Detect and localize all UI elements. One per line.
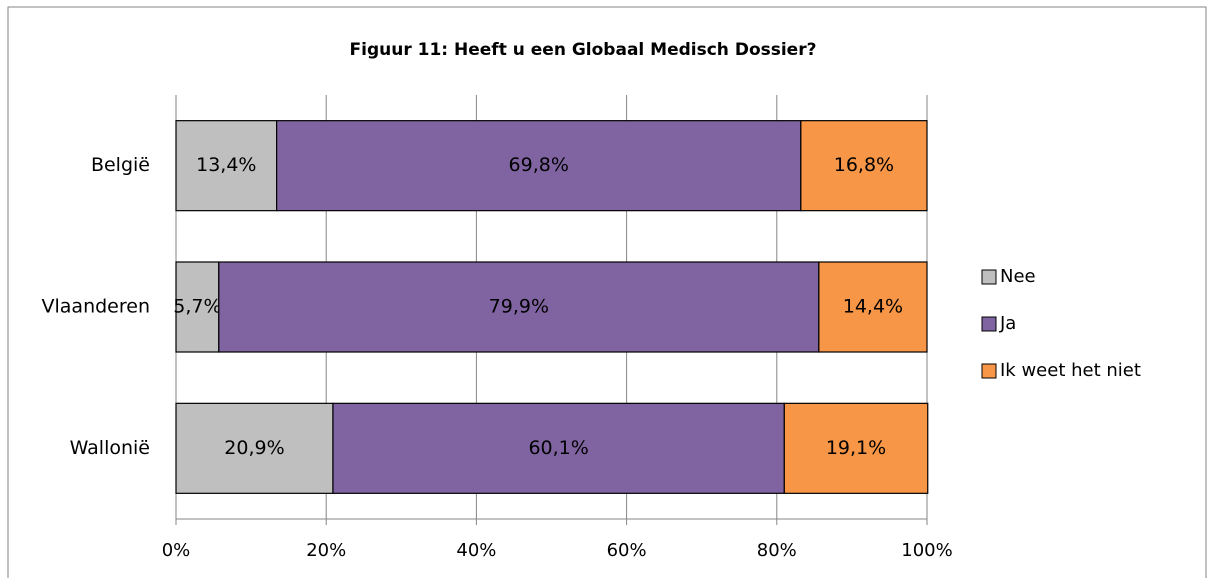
y-tick-label: België	[91, 154, 150, 176]
value-label: 20,9%	[224, 437, 284, 459]
bar-segment	[175, 261, 220, 353]
y-tick-label: Wallonië	[70, 437, 150, 459]
x-tick-label: 80%	[757, 540, 797, 561]
value-label: 5,7%	[173, 296, 221, 318]
value-label: 16,8%	[834, 154, 894, 176]
legend-swatch	[981, 316, 997, 332]
bar-segment	[218, 261, 820, 353]
x-tick-label: 20%	[306, 540, 346, 561]
bar-segment	[276, 120, 802, 212]
value-label: 14,4%	[843, 296, 903, 318]
value-label: 79,9%	[489, 296, 549, 318]
legend-swatch	[981, 363, 997, 379]
chart-title: Figuur 11: Heeft u een Globaal Medisch D…	[350, 40, 817, 60]
y-tick-label: Vlaanderen	[42, 296, 150, 318]
legend-swatch	[981, 269, 997, 285]
value-label: 69,8%	[509, 154, 569, 176]
bar-segment	[800, 120, 928, 212]
bar-segment	[175, 402, 334, 494]
value-label: 60,1%	[528, 437, 588, 459]
x-tick-label: 0%	[162, 540, 191, 561]
bar-segment	[818, 261, 928, 353]
x-tick-label: 100%	[901, 540, 952, 561]
legend-label: Nee	[1000, 266, 1036, 287]
legend-label: Ja	[999, 313, 1016, 334]
bar-segment	[783, 402, 929, 494]
legend-label: Ik weet het niet	[1000, 360, 1141, 381]
x-tick-label: 60%	[607, 540, 647, 561]
bar-segment	[175, 120, 278, 212]
value-label: 13,4%	[196, 154, 256, 176]
value-label: 19,1%	[826, 437, 886, 459]
x-tick-label: 40%	[456, 540, 496, 561]
